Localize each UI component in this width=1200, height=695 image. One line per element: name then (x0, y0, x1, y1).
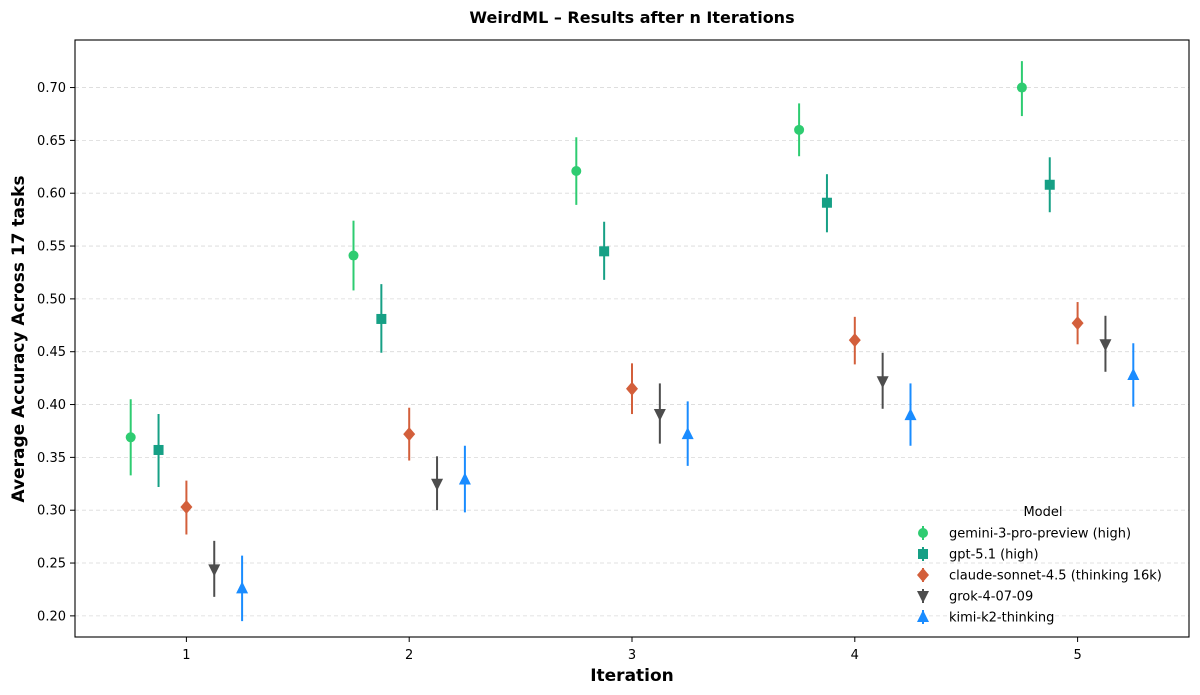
data-point-group (681, 401, 694, 466)
y-tick-label: 0.40 (37, 398, 66, 413)
data-point-group (904, 383, 917, 446)
data-point (125, 432, 136, 443)
data-point-group (876, 352, 889, 409)
data-point-group (653, 383, 666, 444)
legend-label: claude-sonnet-4.5 (thinking 16k) (949, 569, 1162, 584)
data-point-group (1127, 343, 1140, 407)
data-point (458, 472, 471, 485)
data-point (1071, 316, 1084, 331)
data-point-group (1099, 315, 1112, 372)
data-point (1044, 179, 1055, 190)
data-point (180, 500, 193, 515)
legend-label: grok-4-07-09 (949, 590, 1033, 605)
axes: 0.20 0.25 0.30 0.35 0.40 0.45 0.50 0.55 0.60 0.65… (37, 39, 1190, 663)
x-axis-title: Iteration (590, 666, 674, 686)
y-tick-label: 0.50 (37, 292, 66, 307)
data-point (794, 124, 805, 135)
data-point-group (180, 480, 193, 535)
data-point-group (348, 220, 359, 291)
x-tick-label: 2 (405, 648, 413, 663)
data-point (681, 427, 694, 440)
data-point (626, 381, 638, 396)
x-tick-label: 1 (182, 648, 190, 663)
data-point (653, 409, 666, 422)
data-point-group (1044, 157, 1055, 213)
legend-marker (917, 610, 929, 622)
y-tick-label: 0.25 (37, 557, 66, 572)
legend-label: kimi-k2-thinking (949, 611, 1054, 626)
legend-marker (917, 591, 929, 603)
data-point (904, 408, 917, 421)
data-point-group (571, 137, 582, 205)
x-tick-label: 3 (628, 648, 636, 663)
data-point-group (376, 284, 387, 353)
data-point (403, 427, 416, 442)
data-point-group (431, 456, 444, 511)
data-point-group (794, 103, 805, 157)
legend-marker (918, 528, 928, 538)
data-point-group (403, 407, 416, 461)
plot-frame (74, 39, 1190, 638)
data-point-group (208, 540, 221, 597)
data-point-group (1071, 302, 1084, 345)
data-point (821, 197, 832, 208)
data-point (1099, 339, 1112, 352)
data-marks (125, 61, 1140, 622)
legend-label: gpt-5.1 (high) (949, 548, 1039, 563)
legend-marker (917, 568, 929, 582)
y-tick-label: 0.45 (37, 345, 66, 360)
legend-label: gemini-3-pro-preview (high) (949, 527, 1131, 542)
data-point (876, 376, 889, 389)
y-tick-label: 0.20 (37, 609, 66, 624)
legend: Model gemini-3-pro-preview (high) gpt-5.1 … (917, 505, 1162, 626)
data-point-group (599, 221, 610, 280)
data-point-group (1016, 61, 1027, 117)
data-point (1127, 367, 1140, 380)
y-tick-label: 0.70 (37, 81, 66, 96)
data-point (348, 250, 359, 261)
data-point (1016, 82, 1027, 93)
x-tick-label: 4 (851, 648, 859, 663)
data-point-group (458, 445, 471, 513)
data-point-group (153, 414, 164, 487)
y-tick-label: 0.55 (37, 240, 66, 255)
y-tick-label: 0.35 (37, 451, 66, 466)
data-point (599, 246, 610, 257)
y-axis-title: Average Accuracy Across 17 tasks (9, 175, 29, 502)
chart-title: WeirdML – Results after n Iterations (469, 8, 794, 27)
y-tick-label: 0.65 (37, 134, 66, 149)
legend-marker (918, 549, 928, 559)
data-point-group (821, 174, 832, 233)
data-point (848, 333, 861, 348)
data-point (153, 444, 164, 455)
y-tick-label: 0.30 (37, 504, 66, 519)
y-tick-label: 0.60 (37, 187, 66, 202)
data-point (571, 166, 582, 177)
x-tick-label: 5 (1073, 648, 1081, 663)
legend-title: Model (1023, 505, 1062, 520)
data-point-group (848, 316, 861, 365)
data-point-group (626, 363, 638, 415)
data-point-group (125, 399, 136, 476)
data-point (236, 581, 249, 594)
data-point (208, 564, 221, 577)
data-point (376, 313, 387, 324)
data-point-group (236, 555, 249, 622)
data-point (431, 478, 444, 491)
